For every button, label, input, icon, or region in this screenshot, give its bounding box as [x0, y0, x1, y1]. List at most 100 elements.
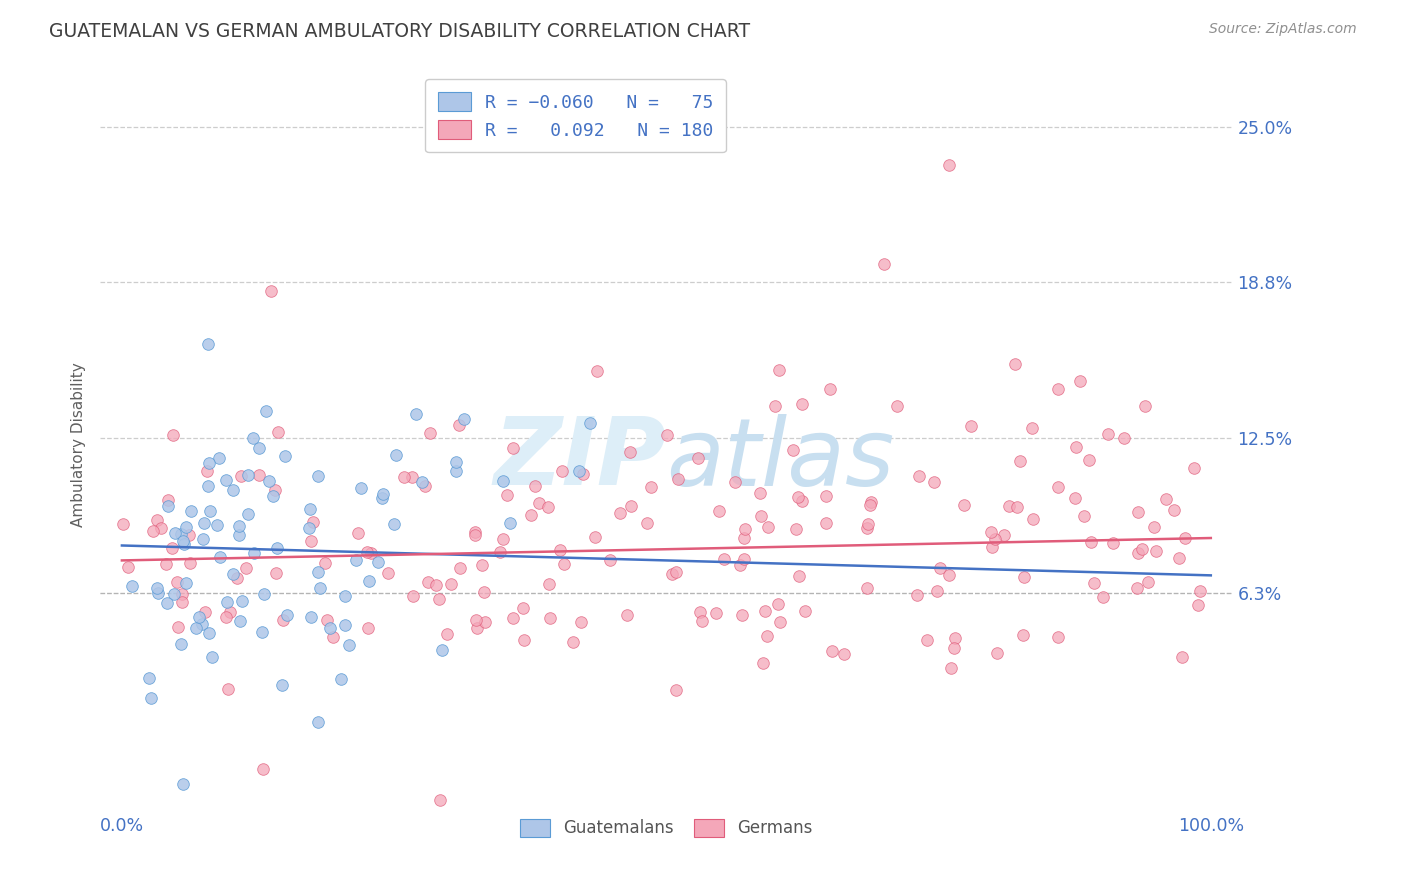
Point	[1130, 541, 1153, 556]
Point	[242, 432, 264, 446]
Point	[492, 533, 515, 547]
Point	[449, 561, 471, 575]
Point	[997, 499, 1019, 513]
Point	[636, 516, 658, 530]
Point	[156, 596, 179, 610]
Point	[228, 519, 250, 533]
Point	[121, 579, 143, 593]
Point	[266, 541, 288, 555]
Point	[260, 284, 283, 298]
Point	[1083, 575, 1105, 590]
Point	[498, 516, 520, 531]
Point	[262, 490, 284, 504]
Point	[219, 605, 242, 619]
Point	[335, 617, 357, 632]
Point	[142, 524, 165, 538]
Point	[247, 442, 270, 456]
Point	[145, 513, 167, 527]
Point	[413, 479, 436, 493]
Text: atlas: atlas	[666, 414, 894, 505]
Point	[665, 565, 688, 579]
Point	[927, 584, 949, 599]
Point	[707, 504, 730, 518]
Point	[163, 587, 186, 601]
Point	[1012, 570, 1035, 584]
Point	[748, 485, 770, 500]
Point	[502, 611, 524, 625]
Point	[1189, 583, 1212, 598]
Point	[193, 516, 215, 530]
Point	[986, 646, 1008, 660]
Point	[344, 552, 367, 566]
Point	[689, 606, 711, 620]
Point	[299, 502, 322, 516]
Point	[253, 587, 276, 601]
Point	[751, 656, 773, 670]
Point	[665, 683, 688, 698]
Point	[938, 568, 960, 582]
Point	[763, 399, 786, 413]
Point	[322, 630, 344, 644]
Point	[302, 515, 325, 529]
Point	[427, 591, 450, 606]
Point	[1174, 531, 1197, 545]
Point	[1064, 440, 1087, 454]
Point	[170, 527, 193, 541]
Point	[915, 633, 938, 648]
Point	[167, 620, 190, 634]
Point	[905, 588, 928, 602]
Point	[583, 531, 606, 545]
Point	[172, 534, 194, 549]
Point	[859, 494, 882, 508]
Point	[333, 589, 356, 603]
Point	[1136, 575, 1159, 590]
Point	[756, 519, 779, 533]
Point	[194, 605, 217, 619]
Point	[464, 528, 486, 542]
Text: GUATEMALAN VS GERMAN AMBULATORY DISABILITY CORRELATION CHART: GUATEMALAN VS GERMAN AMBULATORY DISABILI…	[49, 22, 751, 41]
Point	[1073, 508, 1095, 523]
Point	[1126, 505, 1149, 519]
Point	[156, 492, 179, 507]
Point	[537, 500, 560, 514]
Point	[308, 582, 330, 596]
Point	[733, 531, 755, 545]
Point	[769, 615, 792, 629]
Point	[271, 613, 294, 627]
Point	[228, 528, 250, 542]
Point	[384, 449, 406, 463]
Point	[225, 571, 247, 585]
Point	[1063, 491, 1085, 505]
Point	[599, 553, 621, 567]
Point	[1143, 520, 1166, 534]
Point	[561, 635, 583, 649]
Point	[512, 601, 534, 615]
Point	[162, 428, 184, 442]
Point	[886, 399, 908, 413]
Point	[402, 590, 425, 604]
Point	[537, 577, 560, 591]
Point	[731, 608, 754, 623]
Point	[276, 607, 298, 622]
Point	[655, 428, 678, 442]
Point	[444, 455, 467, 469]
Point	[252, 762, 274, 776]
Point	[195, 464, 218, 478]
Point	[1021, 420, 1043, 434]
Point	[734, 522, 756, 536]
Point	[873, 257, 896, 271]
Point	[180, 504, 202, 518]
Point	[254, 404, 277, 418]
Point	[768, 363, 790, 377]
Point	[418, 574, 440, 589]
Point	[315, 613, 337, 627]
Point	[616, 607, 638, 622]
Point	[832, 647, 855, 661]
Point	[929, 561, 952, 575]
Point	[524, 479, 547, 493]
Point	[307, 468, 329, 483]
Point	[571, 467, 593, 481]
Point	[815, 489, 838, 503]
Point	[146, 586, 169, 600]
Point	[314, 556, 336, 570]
